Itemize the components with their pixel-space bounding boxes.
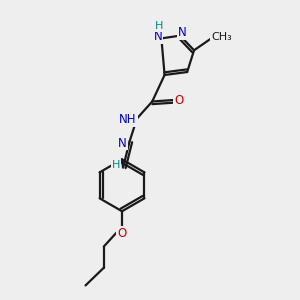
- Text: CH₃: CH₃: [211, 32, 232, 42]
- Text: NH: NH: [119, 113, 137, 126]
- Text: O: O: [117, 226, 127, 239]
- Text: H: H: [112, 160, 120, 170]
- Text: O: O: [174, 94, 183, 106]
- Text: N: N: [178, 26, 187, 39]
- Text: H: H: [155, 21, 163, 31]
- Text: N: N: [118, 136, 127, 149]
- Text: N: N: [154, 30, 162, 43]
